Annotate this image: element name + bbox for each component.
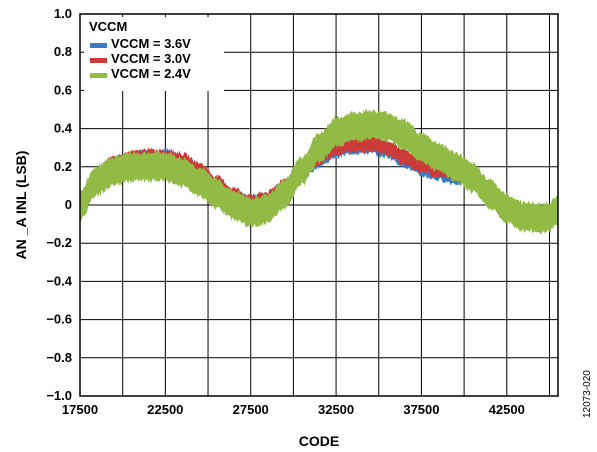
series-layer: [79, 108, 558, 235]
plot-frame: [79, 13, 559, 397]
y-tick-label: 1.0: [54, 6, 72, 21]
grid: [79, 13, 558, 397]
y-tick-label: 0.4: [54, 121, 73, 136]
legend-label-0: VCCM = 3.6V: [111, 36, 191, 51]
y-tick-label: −0.8: [46, 350, 72, 365]
x-axis-title: CODE: [299, 433, 339, 449]
y-tick-label: −1.0: [46, 388, 72, 403]
x-tick-label: 22500: [147, 402, 183, 417]
x-tick-label: 27500: [233, 402, 269, 417]
x-tick-labels: 17500 22500 27500 32500 37500 42500: [62, 402, 525, 417]
legend-box: [84, 17, 224, 91]
y-tick-label: 0.8: [54, 44, 72, 59]
y-tick-label: 0: [65, 197, 72, 212]
legend-label-1: VCCM = 3.0V: [111, 51, 191, 66]
y-tick-label: 0.2: [54, 159, 72, 174]
y-tick-label: 0.6: [54, 82, 72, 97]
legend-title: VCCM: [89, 19, 127, 34]
x-tick-label: 37500: [403, 402, 439, 417]
y-tick-label: −0.2: [46, 235, 72, 250]
legend-label-2: VCCM = 2.4V: [111, 66, 191, 81]
x-tick-label: 42500: [489, 402, 525, 417]
y-tick-label: −0.4: [46, 273, 72, 288]
legend-swatch-0: [90, 43, 107, 48]
y-tick-labels: 1.0 0.8 0.6 0.4 0.2 0 −0.2 −0.4 −0.6 −0.8 −1.0: [46, 6, 72, 403]
y-axis-title: AN _A INL (LSB): [13, 151, 29, 260]
x-tick-label: 32500: [318, 402, 354, 417]
figure-id: 12073-020: [582, 370, 593, 418]
y-tick-label: −0.6: [46, 312, 72, 327]
legend-swatch-2: [90, 73, 107, 78]
x-tick-label: 17500: [62, 402, 98, 417]
legend-swatch-1: [90, 58, 107, 63]
